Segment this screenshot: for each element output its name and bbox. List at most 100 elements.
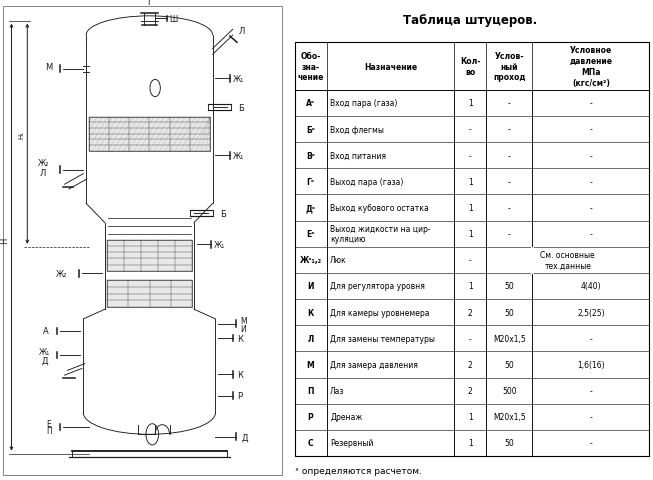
Text: -: - xyxy=(590,99,592,108)
Text: 50: 50 xyxy=(504,308,514,317)
Text: Еˣ: Еˣ xyxy=(306,230,315,239)
Text: -: - xyxy=(508,125,511,134)
Text: М: М xyxy=(240,316,247,325)
Text: Для замера давления: Для замера давления xyxy=(330,360,418,369)
Text: -: - xyxy=(469,151,471,160)
Text: Н₁: Н₁ xyxy=(18,131,25,138)
Text: Аˣ: Аˣ xyxy=(306,99,315,108)
Text: 2: 2 xyxy=(468,308,473,317)
Text: -: - xyxy=(590,334,592,343)
Text: М20х1,5: М20х1,5 xyxy=(493,334,526,343)
Text: Р: Р xyxy=(237,392,242,400)
Text: -: - xyxy=(590,178,592,187)
Text: Ж₂: Ж₂ xyxy=(56,269,67,278)
Text: 2: 2 xyxy=(468,386,473,395)
Text: Ж₁: Ж₁ xyxy=(232,75,244,84)
Text: М: М xyxy=(307,360,315,369)
Text: 50: 50 xyxy=(504,360,514,369)
Text: 2,5(25): 2,5(25) xyxy=(577,308,605,317)
Text: Ш: Ш xyxy=(170,15,178,24)
Text: Д: Д xyxy=(242,432,248,441)
Text: Для регулятора уровня: Для регулятора уровня xyxy=(330,282,425,291)
Text: 50: 50 xyxy=(504,282,514,291)
Text: 1: 1 xyxy=(468,412,473,421)
Text: И: И xyxy=(308,282,314,291)
Text: Вход пара (газа): Вход пара (газа) xyxy=(330,99,398,108)
Text: Таблица штуцеров.: Таблица штуцеров. xyxy=(403,14,537,27)
Text: К: К xyxy=(308,308,313,317)
Text: Для замены температуры: Для замены температуры xyxy=(330,334,435,343)
Text: Выход пара (газа): Выход пара (газа) xyxy=(330,178,404,187)
Text: Жˣ₁,₂: Жˣ₁,₂ xyxy=(300,256,322,265)
Text: -: - xyxy=(590,125,592,134)
Text: Д: Д xyxy=(41,356,48,364)
Text: -: - xyxy=(508,230,511,239)
Text: П: П xyxy=(46,427,52,435)
Text: -: - xyxy=(590,386,592,395)
Text: 1: 1 xyxy=(468,438,473,447)
Text: 1: 1 xyxy=(468,99,473,108)
Text: -: - xyxy=(469,334,471,343)
Bar xyxy=(295,43,649,456)
Text: Бˣ: Бˣ xyxy=(306,125,315,134)
Text: Вход флегмы: Вход флегмы xyxy=(330,125,384,134)
Text: Назначение: Назначение xyxy=(364,62,417,72)
Text: -: - xyxy=(508,151,511,160)
Text: 1: 1 xyxy=(468,230,473,239)
Text: Гˣ: Гˣ xyxy=(307,178,315,187)
Text: Л: Л xyxy=(308,334,313,343)
Text: Ж₂: Ж₂ xyxy=(37,159,49,168)
Text: К: К xyxy=(237,334,243,343)
Text: Р: Р xyxy=(308,412,313,421)
Text: Ж₁: Ж₁ xyxy=(214,240,225,249)
Text: 1,6(16): 1,6(16) xyxy=(577,360,605,369)
Bar xyxy=(107,281,192,307)
Text: Для камеры уровнемера: Для камеры уровнемера xyxy=(330,308,430,317)
Text: Б: Б xyxy=(238,104,244,112)
Text: Вˣ: Вˣ xyxy=(306,151,315,160)
Text: 2: 2 xyxy=(468,360,473,369)
Text: Выход жидкости на цир-
куляцию: Выход жидкости на цир- куляцию xyxy=(330,225,431,244)
Text: Дренаж: Дренаж xyxy=(330,412,362,421)
Text: -: - xyxy=(469,125,471,134)
Text: Е: Е xyxy=(46,420,51,428)
Text: -: - xyxy=(590,438,592,447)
Text: Кол-
во: Кол- во xyxy=(460,57,481,77)
Text: Вход питания: Вход питания xyxy=(330,151,386,160)
Text: -: - xyxy=(590,412,592,421)
Text: -: - xyxy=(508,178,511,187)
Text: И: И xyxy=(240,324,246,333)
Text: Ж₁: Ж₁ xyxy=(232,152,244,160)
Text: Ж₁: Ж₁ xyxy=(39,347,50,356)
Text: 4(40): 4(40) xyxy=(581,282,601,291)
Text: 500: 500 xyxy=(502,386,517,395)
Text: -: - xyxy=(508,99,511,108)
Bar xyxy=(89,118,210,151)
Text: Л: Л xyxy=(40,168,46,177)
Text: Дˣ: Дˣ xyxy=(306,204,315,213)
Text: 50: 50 xyxy=(504,438,514,447)
Text: ˣ определяются расчетом.: ˣ определяются расчетом. xyxy=(295,466,422,475)
Text: С: С xyxy=(308,438,313,447)
Text: -: - xyxy=(508,204,511,213)
Text: Г: Г xyxy=(147,0,152,7)
Text: -: - xyxy=(590,204,592,213)
Text: Услов-
ный
проход: Услов- ный проход xyxy=(493,52,526,82)
Text: А: А xyxy=(43,327,49,336)
Text: Н: Н xyxy=(0,237,8,243)
Text: П: П xyxy=(308,386,314,395)
Text: 1: 1 xyxy=(468,178,473,187)
Text: Б: Б xyxy=(220,209,226,218)
Text: 1: 1 xyxy=(468,282,473,291)
Text: -: - xyxy=(590,230,592,239)
Text: 1: 1 xyxy=(468,204,473,213)
Text: М: М xyxy=(45,63,52,72)
Text: -: - xyxy=(590,151,592,160)
Text: М20х1,5: М20х1,5 xyxy=(493,412,526,421)
Text: Люк: Люк xyxy=(330,256,347,265)
Text: К: К xyxy=(237,370,243,379)
Text: Обо-
зна-
чение: Обо- зна- чение xyxy=(297,52,324,82)
Text: Резервный: Резервный xyxy=(330,438,374,447)
Text: Л: Л xyxy=(238,27,245,36)
Bar xyxy=(107,240,192,271)
